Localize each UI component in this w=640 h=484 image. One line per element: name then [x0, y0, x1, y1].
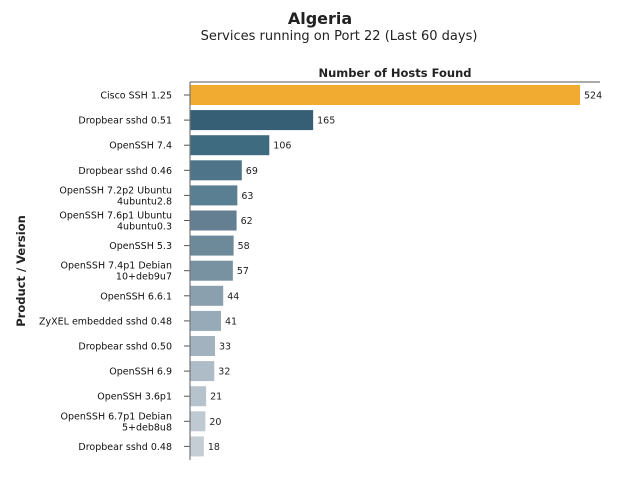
y-tick-label: OpenSSH 6.9	[109, 367, 172, 378]
bar	[190, 110, 314, 131]
bar-value-label: 69	[246, 166, 258, 177]
y-tick-label: OpenSSH 5.3	[109, 241, 172, 252]
bar-value-label: 106	[273, 141, 291, 152]
bar-value-label: 524	[584, 91, 602, 102]
bar	[190, 336, 216, 356]
y-tick-label: OpenSSH 7.4p1 Debian 10+deb9u7	[61, 261, 172, 283]
bar	[190, 160, 242, 181]
bar	[190, 436, 204, 457]
y-tick-label: Dropbear sshd 0.46	[78, 166, 172, 177]
y-axis-label: Product / Version	[14, 215, 28, 327]
y-tick-label: ZyXEL embedded sshd 0.48	[39, 316, 172, 327]
chart-subtitle: Services running on Port 22 (Last 60 day…	[201, 29, 478, 44]
y-tick-label: Cisco SSH 1.25	[100, 91, 172, 102]
bar	[190, 235, 234, 256]
bar	[190, 411, 206, 432]
y-tick-label: OpenSSH 3.6p1	[97, 392, 172, 403]
bar	[190, 185, 238, 206]
y-tick-label: OpenSSH 6.6.1	[100, 291, 172, 302]
bar	[190, 135, 270, 156]
y-tick-label: OpenSSH 7.6p1 Ubuntu 4ubuntu0.3	[59, 211, 172, 233]
bar	[190, 386, 207, 407]
bar-value-label: 63	[241, 191, 253, 202]
x-axis-label: Number of Hosts Found	[318, 66, 471, 80]
bar-value-label: 20	[209, 417, 221, 428]
bar	[190, 260, 233, 281]
bar	[190, 361, 215, 382]
bar-value-label: 58	[238, 241, 250, 252]
bar-value-label: 18	[208, 442, 220, 453]
bar-value-label: 165	[317, 116, 335, 127]
bar	[190, 85, 580, 105]
chart-title: Algeria	[288, 9, 352, 28]
y-tick-label: Dropbear sshd 0.50	[78, 342, 172, 353]
bar-value-label: 41	[225, 316, 237, 327]
bar-value-label: 57	[237, 266, 249, 277]
bar-value-label: 33	[219, 342, 231, 353]
y-tick-label: Dropbear sshd 0.48	[78, 442, 172, 453]
y-tick-label: OpenSSH 7.4	[109, 141, 172, 152]
bar	[190, 310, 221, 331]
bar	[190, 210, 237, 231]
y-tick-label: Dropbear sshd 0.51	[78, 116, 172, 127]
y-tick-label: OpenSSH 6.7p1 Debian 5+deb8u8	[61, 411, 172, 433]
bar-value-label: 32	[218, 367, 230, 378]
bar-value-label: 21	[210, 392, 222, 403]
bar-value-label: 44	[227, 291, 239, 302]
bar-value-label: 62	[241, 216, 253, 227]
y-tick-label: OpenSSH 7.2p2 Ubuntu 4ubuntu2.8	[59, 185, 172, 207]
bar	[190, 285, 224, 306]
